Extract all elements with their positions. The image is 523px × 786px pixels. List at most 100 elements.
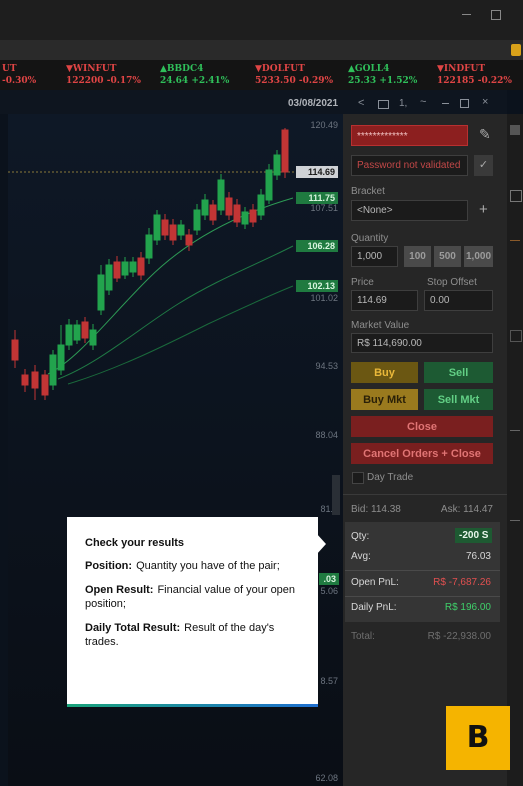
chart-close[interactable]: × [482,96,489,108]
chart-maximize[interactable] [460,99,469,108]
tooltip: Check your results Position: Quantity you… [67,517,318,707]
axis-label: 62.08 [315,773,338,783]
tool-icon[interactable] [510,240,520,241]
sell-button[interactable]: Sell [424,362,493,383]
tooltip-term: Daily Total Result: [85,622,181,634]
tooltip-title: Check your results [85,537,185,549]
market-value: R$ 114,690.00 [351,333,493,353]
axis-label: 120.49 [310,120,338,130]
quick-quantity[interactable]: 1,000 [464,246,493,267]
price-tag: .03 [319,573,339,585]
scroll-handle[interactable] [332,475,340,515]
open-pnl-value: R$ -7,687.26 [433,577,491,588]
bracket-label: Bracket [351,186,385,197]
qty-value: -200 S [455,528,493,543]
axis-label: 88.04 [315,430,338,440]
axis-label: 101.02 [310,293,338,303]
market-value-label: Market Value [351,320,410,331]
chart-minimize[interactable] [442,103,449,104]
tool-icon[interactable] [510,330,522,342]
account-select[interactable]: ************* [351,125,468,146]
bracket-select[interactable]: <None> [351,200,468,221]
alert-icon[interactable] [511,44,521,56]
stop-offset-label: Stop Offset [427,277,477,288]
day-trade-checkbox[interactable] [352,472,364,484]
tool-icon[interactable] [510,190,522,202]
tooltip-item: Open Result: Financial value of your open… [85,583,300,611]
indicator-icon[interactable]: ~ [420,96,427,108]
ticker-symbol: UT [2,64,17,74]
ticker-symbol: ▲BBDC4 [160,64,204,74]
divider [343,494,507,495]
day-trade-label: Day Trade [367,472,414,483]
ticker-quote: -0.30% [2,76,37,86]
restore-button[interactable] [491,10,501,20]
price-label: Price [351,277,374,288]
tool-icon[interactable] [510,520,520,521]
axis-label: 107.51 [310,203,338,213]
tooltip-term: Position: [85,560,133,572]
ticker-quote: 122200 -0.17% [66,76,141,86]
tooltip-term: Open Result: [85,584,154,596]
ticker-quote: 122185 -0.22% [437,76,512,86]
interval-count[interactable]: 1, [399,98,408,109]
tool-icon[interactable] [510,125,520,135]
password-field[interactable]: Password not validated [351,155,468,176]
settings-icon[interactable]: ✎ [479,126,491,142]
divider [345,596,500,597]
quick-quantity[interactable]: 100 [404,246,431,267]
ticker-quote: 25.33 +1.52% [348,76,418,86]
tooltip-item: Position: Quantity you have of the pair; [85,559,300,573]
minimize-button[interactable] [462,14,471,15]
total-label: Total: [351,631,375,642]
step-badge: B [446,706,510,770]
axis-label: 94.53 [315,361,338,371]
price-tag: 102.13 [296,280,338,292]
tooltip-text: Result of the day's trades. [85,622,275,648]
daily-pnl-label: Daily PnL: [351,602,397,613]
ticker-symbol: ▲GOLL4 [348,64,390,74]
price-tag: 106.28 [296,240,338,252]
daily-pnl-value: R$ 196.00 [444,602,491,613]
sell-market-button[interactable]: Sell Mkt [424,389,493,410]
tooltip-text: Quantity you have of the pair; [136,560,280,572]
cancel-close-button[interactable]: Cancel Orders + Close [351,443,493,464]
candles [11,128,289,400]
ask: Ask: 114.47 [440,504,493,515]
ticker-symbol: ▼DOLFUT [255,64,305,74]
close-button[interactable]: Close [351,416,493,437]
price-input[interactable]: 114.69 [351,290,418,311]
ticker-symbol: ▼INDFUT [437,64,486,74]
title-bar [0,0,523,40]
divider [345,570,500,571]
quantity-input[interactable]: 1,000 [351,246,398,267]
tool-icon[interactable] [510,430,520,431]
buy-market-button[interactable]: Buy Mkt [351,389,418,410]
price-tag: 111.75 [296,192,338,204]
axis-label: 5.06 [320,586,338,596]
bid: Bid: 114.38 [351,504,401,515]
total-value: R$ -22,938.00 [427,631,491,642]
chart-date: 03/08/2021 [288,98,339,109]
quantity-label: Quantity [351,233,389,244]
tooltip-text: Financial value of your open position; [85,584,296,610]
menu-band [0,40,523,60]
share-icon[interactable]: < [358,97,365,109]
quick-quantity[interactable]: 500 [434,246,461,267]
validate-button[interactable]: ✓ [474,155,493,176]
chart-toolbar [0,90,507,114]
stop-offset-input[interactable]: 0.00 [424,290,493,311]
axis-label: 81.5 [320,504,338,514]
qty-label: Qty: [351,531,370,542]
ticker-strip: UT -0.30% ▼WINFUT 122200 -0.17% ▲BBDC4 24.64 … [0,60,523,90]
add-bracket[interactable]: + [479,201,488,218]
buy-button[interactable]: Buy [351,362,418,383]
ticker-symbol: ▼WINFUT [66,64,117,74]
ticker-quote: 24.64 +2.41% [160,76,230,86]
tooltip-progress [67,704,318,707]
avg-label: Avg: [351,551,371,562]
price-tag: 114.69 [296,166,338,178]
window-icon[interactable] [378,100,389,109]
side-toolbar [507,114,523,786]
